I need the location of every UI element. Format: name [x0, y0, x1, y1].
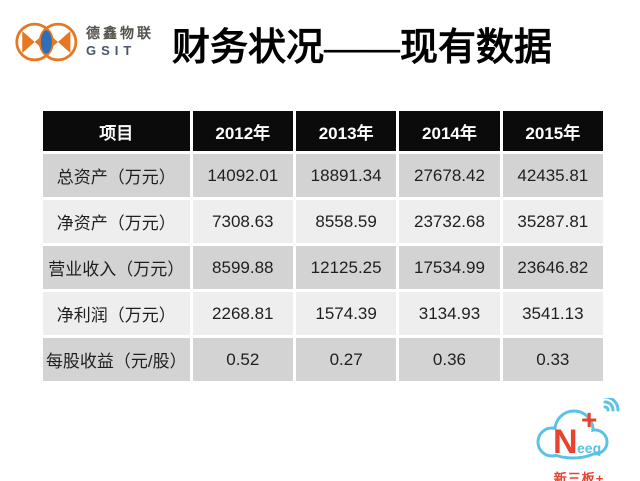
- row-label: 营业收入（万元）: [43, 246, 190, 289]
- cell: 0.36: [399, 338, 500, 381]
- neeq-plus-sign: +: [581, 404, 597, 435]
- cell: 27678.42: [399, 154, 500, 197]
- cell: 17534.99: [399, 246, 500, 289]
- cell: 7308.63: [192, 200, 293, 243]
- wifi-signal-icon: [603, 395, 620, 412]
- gsit-logo-icon: [15, 22, 78, 62]
- cell: 0.27: [295, 338, 397, 381]
- cell: 14092.01: [192, 154, 293, 197]
- col-header-item: 项目: [43, 111, 190, 151]
- cell: 3541.13: [502, 292, 603, 335]
- col-header-2013: 2013年: [295, 111, 397, 151]
- table-row-total-assets: 总资产（万元） 14092.01 18891.34 27678.42 42435…: [43, 154, 603, 197]
- gsit-logo: 德鑫物联 GSIT: [14, 14, 154, 70]
- col-header-2014: 2014年: [399, 111, 500, 151]
- cell: 8558.59: [295, 200, 397, 243]
- cell: 23732.68: [399, 200, 500, 243]
- cell: 3134.93: [399, 292, 500, 335]
- neeq-eeq-letters: eeq: [577, 440, 601, 456]
- cell: 1574.39: [295, 292, 397, 335]
- row-label: 净利润（万元）: [43, 292, 190, 335]
- row-label: 总资产（万元）: [43, 154, 190, 197]
- table-row-net-assets: 净资产（万元） 7308.63 8558.59 23732.68 35287.8…: [43, 200, 603, 243]
- cell: 18891.34: [295, 154, 397, 197]
- cell: 0.52: [192, 338, 293, 381]
- table-row-net-profit: 净利润（万元） 2268.81 1574.39 3134.93 3541.13: [43, 292, 603, 335]
- col-header-2015: 2015年: [502, 111, 603, 151]
- neeq-cloud-icon: N + eeq: [536, 395, 620, 461]
- neeq-n-letter: N: [553, 423, 578, 461]
- table-row-eps: 每股收益（元/股） 0.52 0.27 0.36 0.33: [43, 338, 603, 381]
- cell: 2268.81: [192, 292, 293, 335]
- col-header-2012: 2012年: [192, 111, 293, 151]
- cell: 35287.81: [502, 200, 603, 243]
- page-title: 财务状况——现有数据: [172, 27, 553, 69]
- gsit-logo-text: 德鑫物联 GSIT: [86, 25, 154, 59]
- cell: 12125.25: [295, 246, 397, 289]
- financial-table: 项目 2012年 2013年 2014年 2015年 总资产（万元） 14092…: [40, 108, 606, 384]
- cell: 8599.88: [192, 246, 293, 289]
- cell: 42435.81: [502, 154, 603, 197]
- cell: 0.33: [502, 338, 603, 381]
- company-name-en: GSIT: [86, 42, 137, 58]
- table-row-revenue: 营业收入（万元） 8599.88 12125.25 17534.99 23646…: [43, 246, 603, 289]
- table-header-row: 项目 2012年 2013年 2014年 2015年: [43, 111, 603, 151]
- company-name-cn: 德鑫物联: [86, 25, 154, 42]
- neeq-logo: N + eeq 新三板+: [528, 395, 630, 481]
- row-label: 净资产（万元）: [43, 200, 190, 243]
- row-label: 每股收益（元/股）: [43, 338, 190, 381]
- cell: 23646.82: [502, 246, 603, 289]
- neeq-caption: 新三板+: [553, 471, 605, 481]
